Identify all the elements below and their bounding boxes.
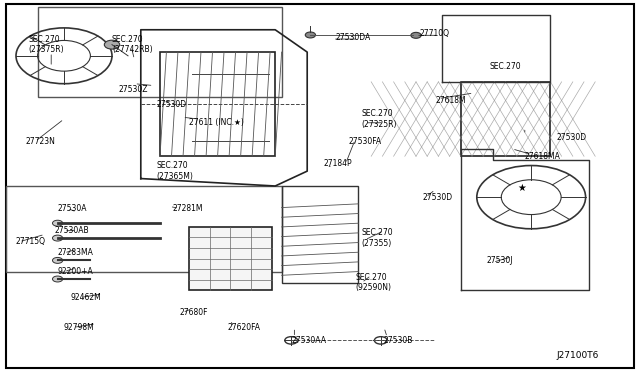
Bar xyxy=(282,186,358,283)
Text: 27530FA: 27530FA xyxy=(349,137,382,146)
Bar xyxy=(189,227,272,290)
Text: 27710Q: 27710Q xyxy=(419,29,449,38)
Text: 92462M: 92462M xyxy=(70,293,101,302)
Text: 27611 (INC.★): 27611 (INC.★) xyxy=(189,118,244,127)
Circle shape xyxy=(52,220,63,226)
Text: SEC.270
(92590N): SEC.270 (92590N) xyxy=(355,273,391,292)
Text: 27530A: 27530A xyxy=(58,204,87,213)
Text: 27618MA: 27618MA xyxy=(525,152,561,161)
Text: 27530AA: 27530AA xyxy=(291,336,326,345)
Bar xyxy=(160,52,275,156)
Text: SEC.270
(27365M): SEC.270 (27365M) xyxy=(157,161,194,181)
Text: SEC.270
(27375R): SEC.270 (27375R) xyxy=(29,35,65,54)
Text: 27620FA: 27620FA xyxy=(227,323,260,332)
Text: J27100T6: J27100T6 xyxy=(556,351,598,360)
Text: 27283MA: 27283MA xyxy=(58,248,93,257)
Text: 27530B: 27530B xyxy=(384,336,413,345)
Text: SEC.270: SEC.270 xyxy=(490,62,521,71)
Text: 27715Q: 27715Q xyxy=(16,237,46,246)
Text: 27530D: 27530D xyxy=(422,193,452,202)
Text: 27618M: 27618M xyxy=(435,96,466,105)
Text: 27530Z: 27530Z xyxy=(118,85,148,94)
Bar xyxy=(6,186,282,272)
Text: 27530AB: 27530AB xyxy=(54,226,89,235)
Text: 27281M: 27281M xyxy=(173,204,204,213)
Circle shape xyxy=(411,32,421,38)
Text: 27530D: 27530D xyxy=(157,100,187,109)
Text: SEC.270
(27742RB): SEC.270 (27742RB) xyxy=(112,35,152,54)
Circle shape xyxy=(104,40,120,49)
Bar xyxy=(38,7,282,97)
Text: 27680F: 27680F xyxy=(179,308,208,317)
Bar xyxy=(461,82,550,156)
Text: 27723N: 27723N xyxy=(26,137,56,146)
Circle shape xyxy=(52,276,63,282)
Text: SEC.270
(27325R): SEC.270 (27325R) xyxy=(362,109,397,129)
Text: 27530J: 27530J xyxy=(486,256,513,265)
Text: 92200+A: 92200+A xyxy=(58,267,93,276)
Text: 27184P: 27184P xyxy=(323,159,352,168)
Text: ★: ★ xyxy=(517,183,526,193)
Text: 27530DA: 27530DA xyxy=(336,33,371,42)
Text: 27530D: 27530D xyxy=(557,133,587,142)
Text: 92798M: 92798M xyxy=(64,323,95,332)
Circle shape xyxy=(52,235,63,241)
Text: SEC.270
(27355): SEC.270 (27355) xyxy=(362,228,393,248)
Circle shape xyxy=(52,257,63,263)
Circle shape xyxy=(305,32,316,38)
